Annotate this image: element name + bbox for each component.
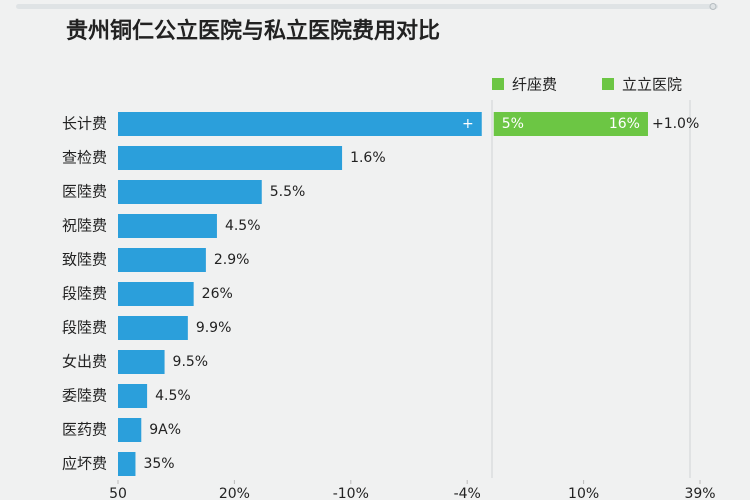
top-bar xyxy=(16,4,718,9)
bar-label: +1.0% xyxy=(652,116,699,132)
bar-label: 9.9% xyxy=(196,320,232,336)
bar-label: 4.5% xyxy=(155,388,191,404)
bar xyxy=(118,214,217,238)
bar xyxy=(118,248,206,272)
category-label: 应坏费 xyxy=(62,455,107,473)
category-label: 医陸费 xyxy=(62,183,107,201)
bar-label: 26% xyxy=(202,286,233,302)
bar xyxy=(118,316,188,340)
top-bar-knob xyxy=(709,3,717,10)
bar-label: 4.5% xyxy=(225,218,261,234)
chart-title: 贵州铜仁公立医院与私立医院费用对比 xyxy=(66,18,440,44)
x-tick-label: 20% xyxy=(219,486,250,500)
x-tick-label: 39% xyxy=(684,486,715,500)
legend-swatch xyxy=(492,78,504,90)
bar-label: 1.6% xyxy=(350,150,386,166)
category-label: 段陸费 xyxy=(62,285,107,303)
category-label: 查检费 xyxy=(62,149,107,167)
bar-label: 9A% xyxy=(149,422,181,438)
category-label: 医药费 xyxy=(62,421,107,439)
category-label: 祝陸费 xyxy=(62,217,107,235)
category-label: 致陸费 xyxy=(62,251,107,269)
bar-label: 9.5% xyxy=(173,354,209,370)
bar xyxy=(118,282,194,306)
category-label: 长计费 xyxy=(62,115,107,133)
bar xyxy=(493,112,648,136)
category-label: 段陸费 xyxy=(62,319,107,337)
legend-label: 纤座费 xyxy=(512,76,557,94)
bar-label: + xyxy=(462,116,474,132)
bar-label: 5.5% xyxy=(270,184,306,200)
category-label: 委陸费 xyxy=(62,387,107,405)
legend-swatch xyxy=(602,78,614,90)
bar xyxy=(118,146,343,170)
bar-label: 5% xyxy=(502,116,524,132)
bar-label: 2.9% xyxy=(214,252,250,268)
x-tick-label: 50 xyxy=(109,486,127,500)
legend-label: 立立医院 xyxy=(622,76,682,94)
x-tick-label: 10% xyxy=(568,486,599,500)
bar xyxy=(118,350,165,374)
x-tick-label: -10% xyxy=(333,486,369,500)
bar xyxy=(118,180,262,204)
category-label: 女出费 xyxy=(62,353,107,371)
bar-label: 35% xyxy=(143,456,174,472)
x-tick-label: -4% xyxy=(454,486,481,500)
bar xyxy=(118,452,136,476)
bar-label: 16% xyxy=(609,116,640,132)
bar xyxy=(118,384,148,408)
bar xyxy=(118,418,142,442)
bar xyxy=(118,112,482,136)
